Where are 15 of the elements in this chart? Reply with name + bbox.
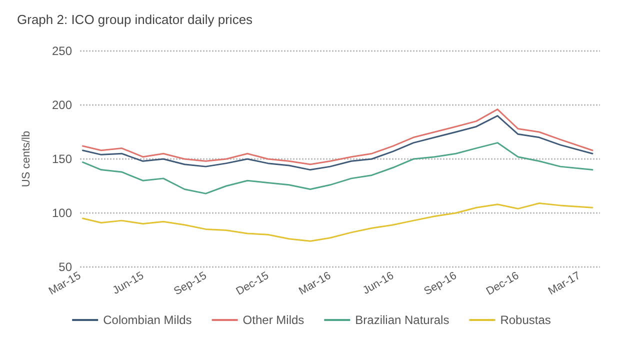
line-series bbox=[82, 142, 594, 194]
y-axis-title: US cents/lb bbox=[20, 130, 32, 188]
legend-label: Colombian Milds bbox=[103, 313, 192, 327]
line-series bbox=[82, 108, 594, 166]
y-tick-label: 150 bbox=[52, 152, 72, 166]
y-tick-label: 200 bbox=[52, 98, 72, 112]
y-tick-label: 50 bbox=[58, 260, 72, 274]
y-tick-label: 100 bbox=[52, 206, 72, 220]
y-tick-label: 250 bbox=[52, 44, 72, 58]
legend-label: Brazilian Naturals bbox=[355, 313, 450, 327]
legend-label: Robustas bbox=[500, 313, 551, 327]
line-series bbox=[82, 202, 594, 242]
chart-title: Graph 2: ICO group indicator daily prices bbox=[17, 12, 254, 27]
line-series bbox=[82, 115, 594, 171]
legend-label: Other Milds bbox=[242, 313, 304, 327]
